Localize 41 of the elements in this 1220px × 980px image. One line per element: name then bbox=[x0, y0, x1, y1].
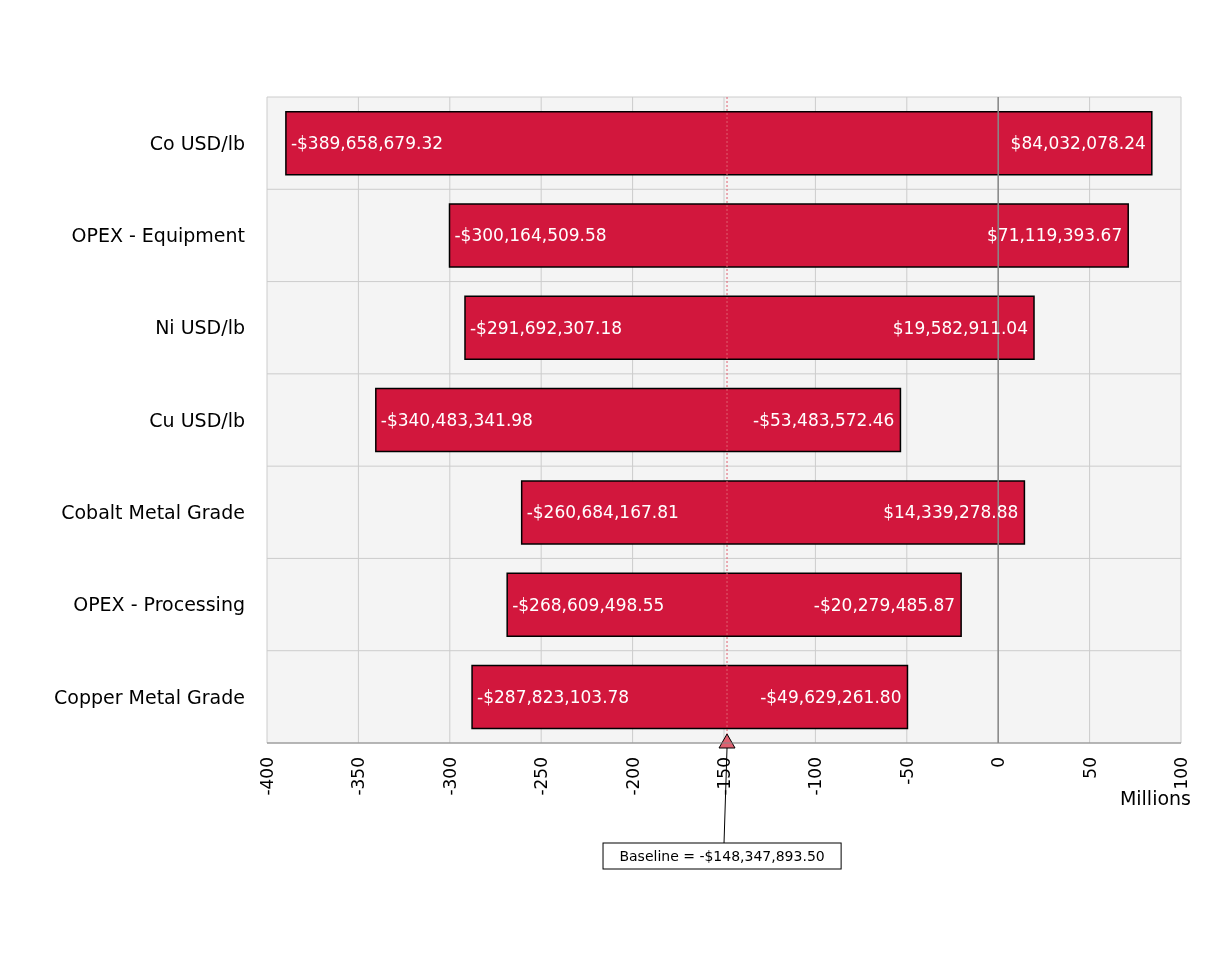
bar bbox=[375, 387, 902, 453]
y-tick-label: Ni USD/lb bbox=[155, 316, 245, 339]
bar bbox=[506, 572, 962, 637]
x-tick-label: 0 bbox=[988, 757, 1009, 768]
y-tick-label: Cu USD/lb bbox=[149, 408, 245, 431]
x-tick-label: -200 bbox=[622, 757, 643, 796]
annotation: -$260,684,167.81 bbox=[526, 502, 679, 523]
x-tick-label: 100 bbox=[1171, 757, 1191, 790]
x-tick-label: -400 bbox=[257, 757, 277, 796]
annotation: -$53,483,572.46 bbox=[753, 410, 895, 430]
bar bbox=[471, 664, 909, 730]
bar bbox=[464, 295, 1035, 361]
annotation: -$287,823,103.78 bbox=[477, 686, 630, 707]
annotation: -$291,692,307.18 bbox=[469, 317, 623, 338]
y-tick-label: OPEX - Processing bbox=[73, 593, 245, 616]
annotation: -$340,483,341.98 bbox=[380, 410, 533, 430]
annotation: $71,119,393.67 bbox=[987, 225, 1123, 246]
y-tick-label: Cobalt Metal Grade bbox=[61, 501, 245, 524]
annotation: -$268,609,498.55 bbox=[512, 594, 665, 615]
y-tick-label: OPEX - Equipment bbox=[71, 224, 245, 247]
annotation: -$20,279,485.87 bbox=[813, 594, 956, 615]
annotation: -$300,164,509.58 bbox=[454, 225, 607, 246]
x-tick-label: 50 bbox=[1079, 757, 1100, 779]
bar bbox=[448, 203, 1129, 268]
annotation: $14,339,278.88 bbox=[883, 502, 1019, 523]
annotation: $19,582,911.04 bbox=[892, 317, 1028, 338]
x-axis-title: Millions bbox=[1119, 787, 1191, 809]
x-tick-label: -150 bbox=[714, 757, 734, 796]
x-tick-label: -250 bbox=[531, 757, 552, 796]
x-tick-label: -300 bbox=[439, 757, 460, 796]
y-tick-label: Co USD/lb bbox=[149, 131, 245, 154]
annotation: $84,032,078.24 bbox=[1010, 133, 1146, 154]
x-tick-label: -350 bbox=[348, 757, 369, 796]
x-tick-label: -50 bbox=[896, 757, 917, 785]
ref-line-label: Baseline = -$148,347,893.50 bbox=[619, 848, 825, 864]
bar bbox=[285, 111, 1153, 176]
y-tick-label: Copper Metal Grade bbox=[54, 685, 245, 708]
annotation: -$389,658,679.32 bbox=[290, 133, 444, 154]
x-tick-label: -100 bbox=[805, 757, 826, 796]
annotation: -$49,629,261.80 bbox=[760, 686, 902, 707]
bar bbox=[520, 480, 1026, 545]
